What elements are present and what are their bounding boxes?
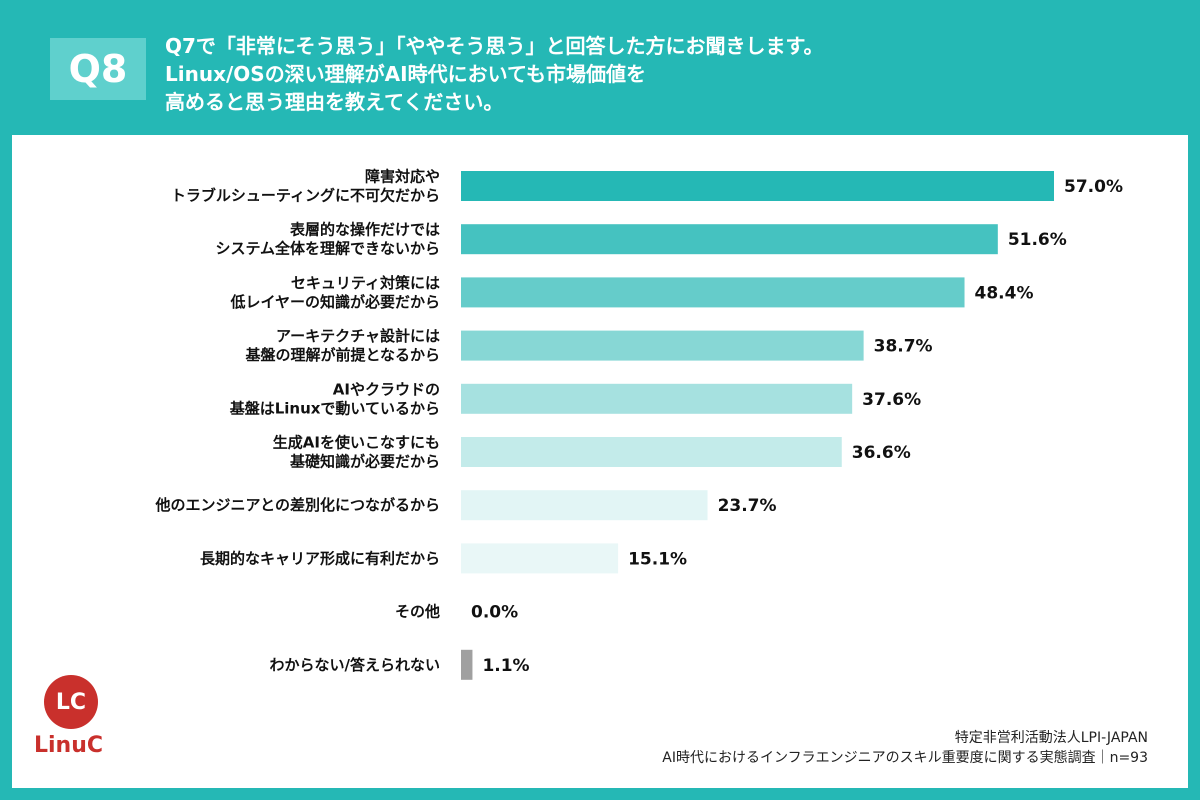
value-label: 23.7% [718, 496, 777, 516]
value-label: 15.1% [628, 549, 687, 569]
footer-org: 特定非営利活動法人LPI-JAPAN [954, 730, 1148, 746]
value-label: 38.7% [874, 337, 933, 357]
bar [461, 383, 853, 414]
logo-mark: LC [44, 675, 98, 729]
footer: 特定非営利活動法人LPI-JAPAN AI時代におけるインフラエンジニアのスキル… [662, 728, 1148, 768]
category-label: 障害対応やトラブルシューティングに不可欠だから [171, 168, 440, 205]
header: Q8 Q7で「非常にそう思う」「ややそう思う」と回答した方にお聞きします。 Li… [0, 0, 1200, 135]
bar-chart: 障害対応やトラブルシューティングに不可欠だから 57.0% 表層的な操作だけではシス… [154, 168, 1123, 680]
value-label: 51.6% [1008, 230, 1067, 250]
bar [461, 649, 473, 680]
footer-survey: AI時代におけるインフラエンジニアのスキル重要度に関する実態調査｜n=93 [662, 750, 1148, 766]
value-label: 48.4% [975, 283, 1034, 303]
linuc-logo: LC LinuC [34, 675, 114, 775]
bar [461, 490, 708, 521]
logo-wordmark: LinuC [34, 733, 104, 758]
chart-panel: 障害対応やトラブルシューティングに不可欠だから 57.0% 表層的な操作だけではシス… [12, 135, 1188, 788]
value-label: 1.1% [482, 656, 529, 676]
category-label: 生成AIを使いこなすにも基礎知識が必要だから [273, 434, 440, 471]
value-label: 37.6% [862, 390, 921, 410]
category-label: セキュリティ対策には低レイヤーの知識が必要だから [229, 274, 440, 311]
bar [461, 330, 864, 361]
category-label: その他 [395, 603, 440, 621]
bar [461, 224, 998, 255]
category-label: アーキテクチャ設計には基盤の理解が前提となるから [244, 327, 440, 364]
question-title-line-3: 高めると思う理由を教えてください。 [165, 90, 504, 114]
category-label: 長期的なキャリア形成に有利だから [200, 549, 440, 567]
question-title: Q7で「非常にそう思う」「ややそう思う」と回答した方にお聞きします。 Linux… [165, 32, 1165, 116]
value-label: 36.6% [852, 443, 911, 463]
category-label: 表層的な操作だけではシステム全体を理解できないから [215, 221, 440, 258]
category-label: わからない/答えられない [270, 656, 440, 674]
category-label: AIやクラウドの基盤はLinuxで動いているから [229, 380, 440, 417]
value-label: 57.0% [1064, 177, 1123, 197]
bar [461, 543, 619, 574]
question-title-line-2: Linux/OSの深い理解がAI時代においても市場価値を [165, 62, 647, 86]
bar [461, 171, 1054, 201]
bar [461, 437, 842, 467]
question-badge: Q8 [50, 38, 146, 100]
value-label: 0.0% [471, 603, 518, 623]
bar [461, 277, 965, 308]
category-label: 他のエンジニアとの差別化につながるから [154, 496, 440, 514]
question-title-line-1: Q7で「非常にそう思う」「ややそう思う」と回答した方にお聞きします。 [165, 34, 824, 58]
